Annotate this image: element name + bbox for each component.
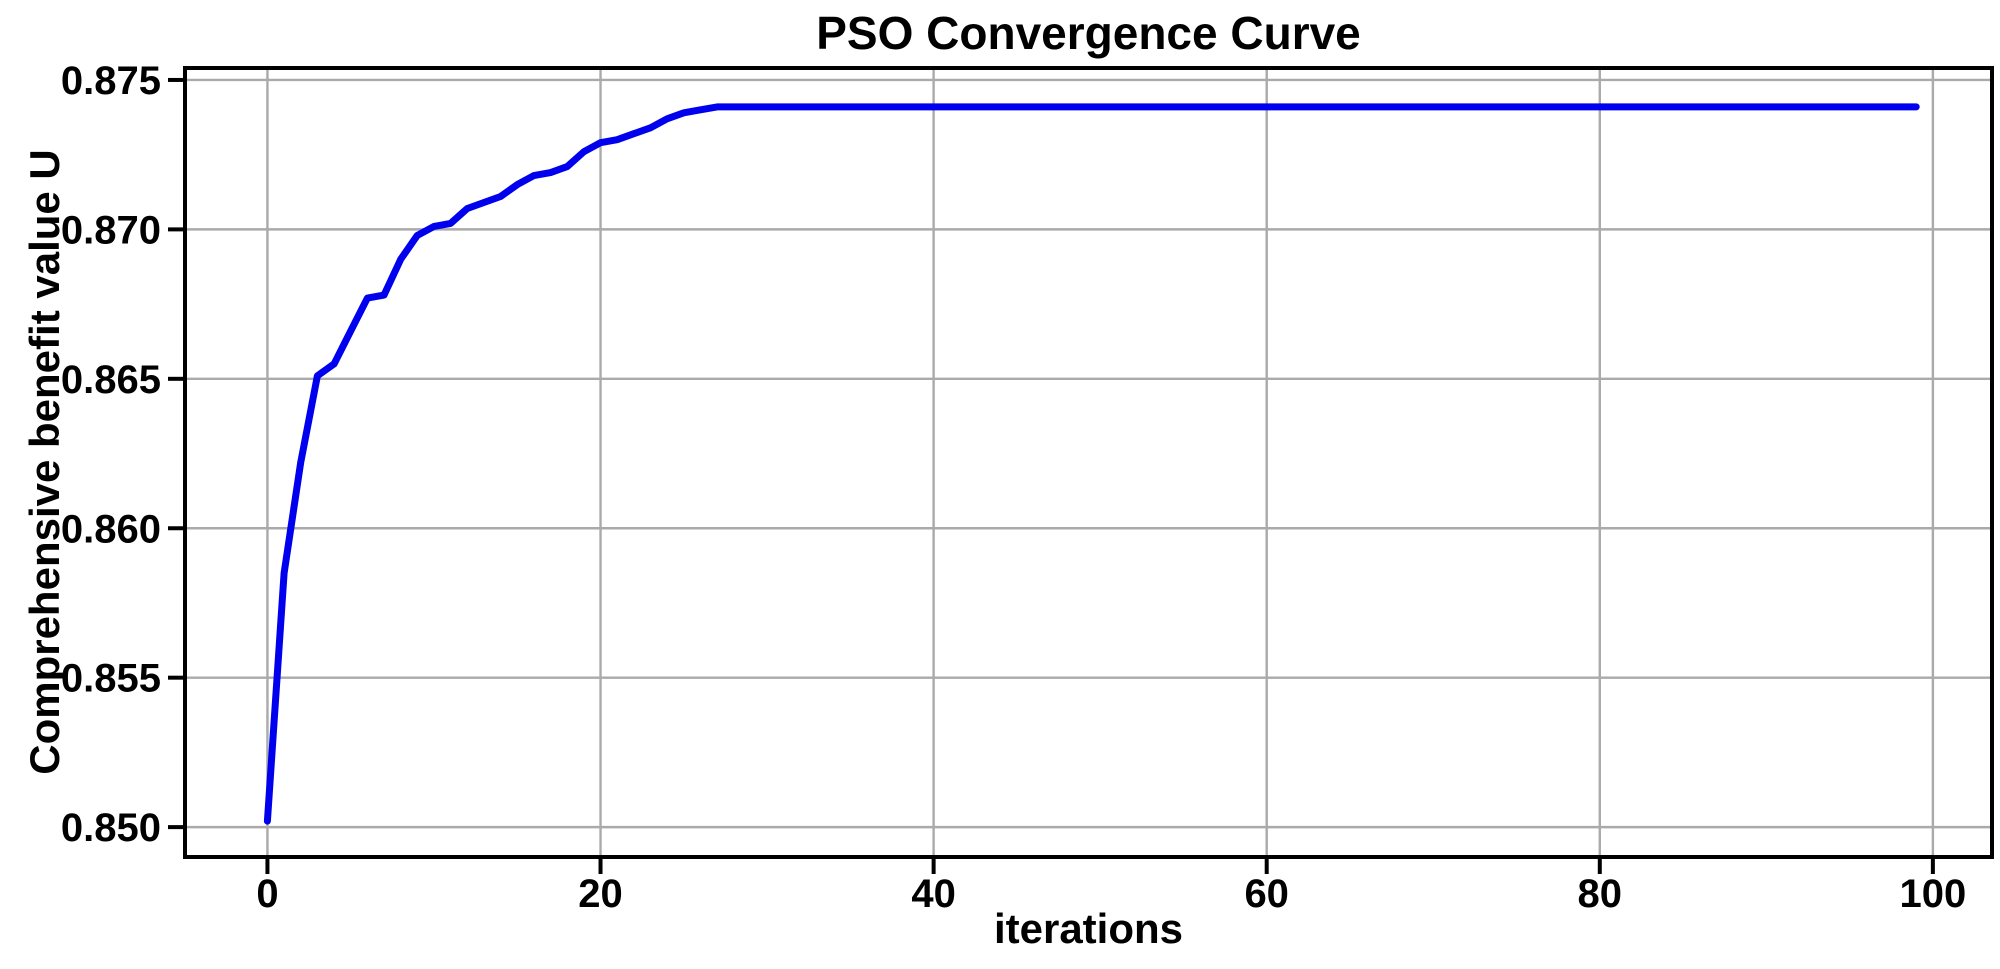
x-tick-label: 40: [911, 872, 956, 916]
convergence-line: [263, 103, 1920, 825]
chart-title: PSO Convergence Curve: [816, 7, 1361, 59]
y-tick-label: 0.865: [61, 358, 161, 402]
y-tick-label: 0.850: [61, 806, 161, 850]
x-tick-label: 100: [1900, 872, 1967, 916]
x-tick-label: 20: [578, 872, 623, 916]
x-axis-label: iterations: [993, 905, 1184, 952]
y-tick-label: 0.870: [61, 208, 161, 252]
y-tick-label: 0.855: [61, 657, 161, 701]
x-tick-label: 0: [256, 872, 278, 916]
plot-border: [183, 66, 1994, 859]
x-tick-label: 80: [1578, 872, 1623, 916]
y-tick-label: 0.875: [61, 59, 161, 103]
x-tick-label: 60: [1244, 872, 1289, 916]
y-tick-label: 0.860: [61, 507, 161, 551]
